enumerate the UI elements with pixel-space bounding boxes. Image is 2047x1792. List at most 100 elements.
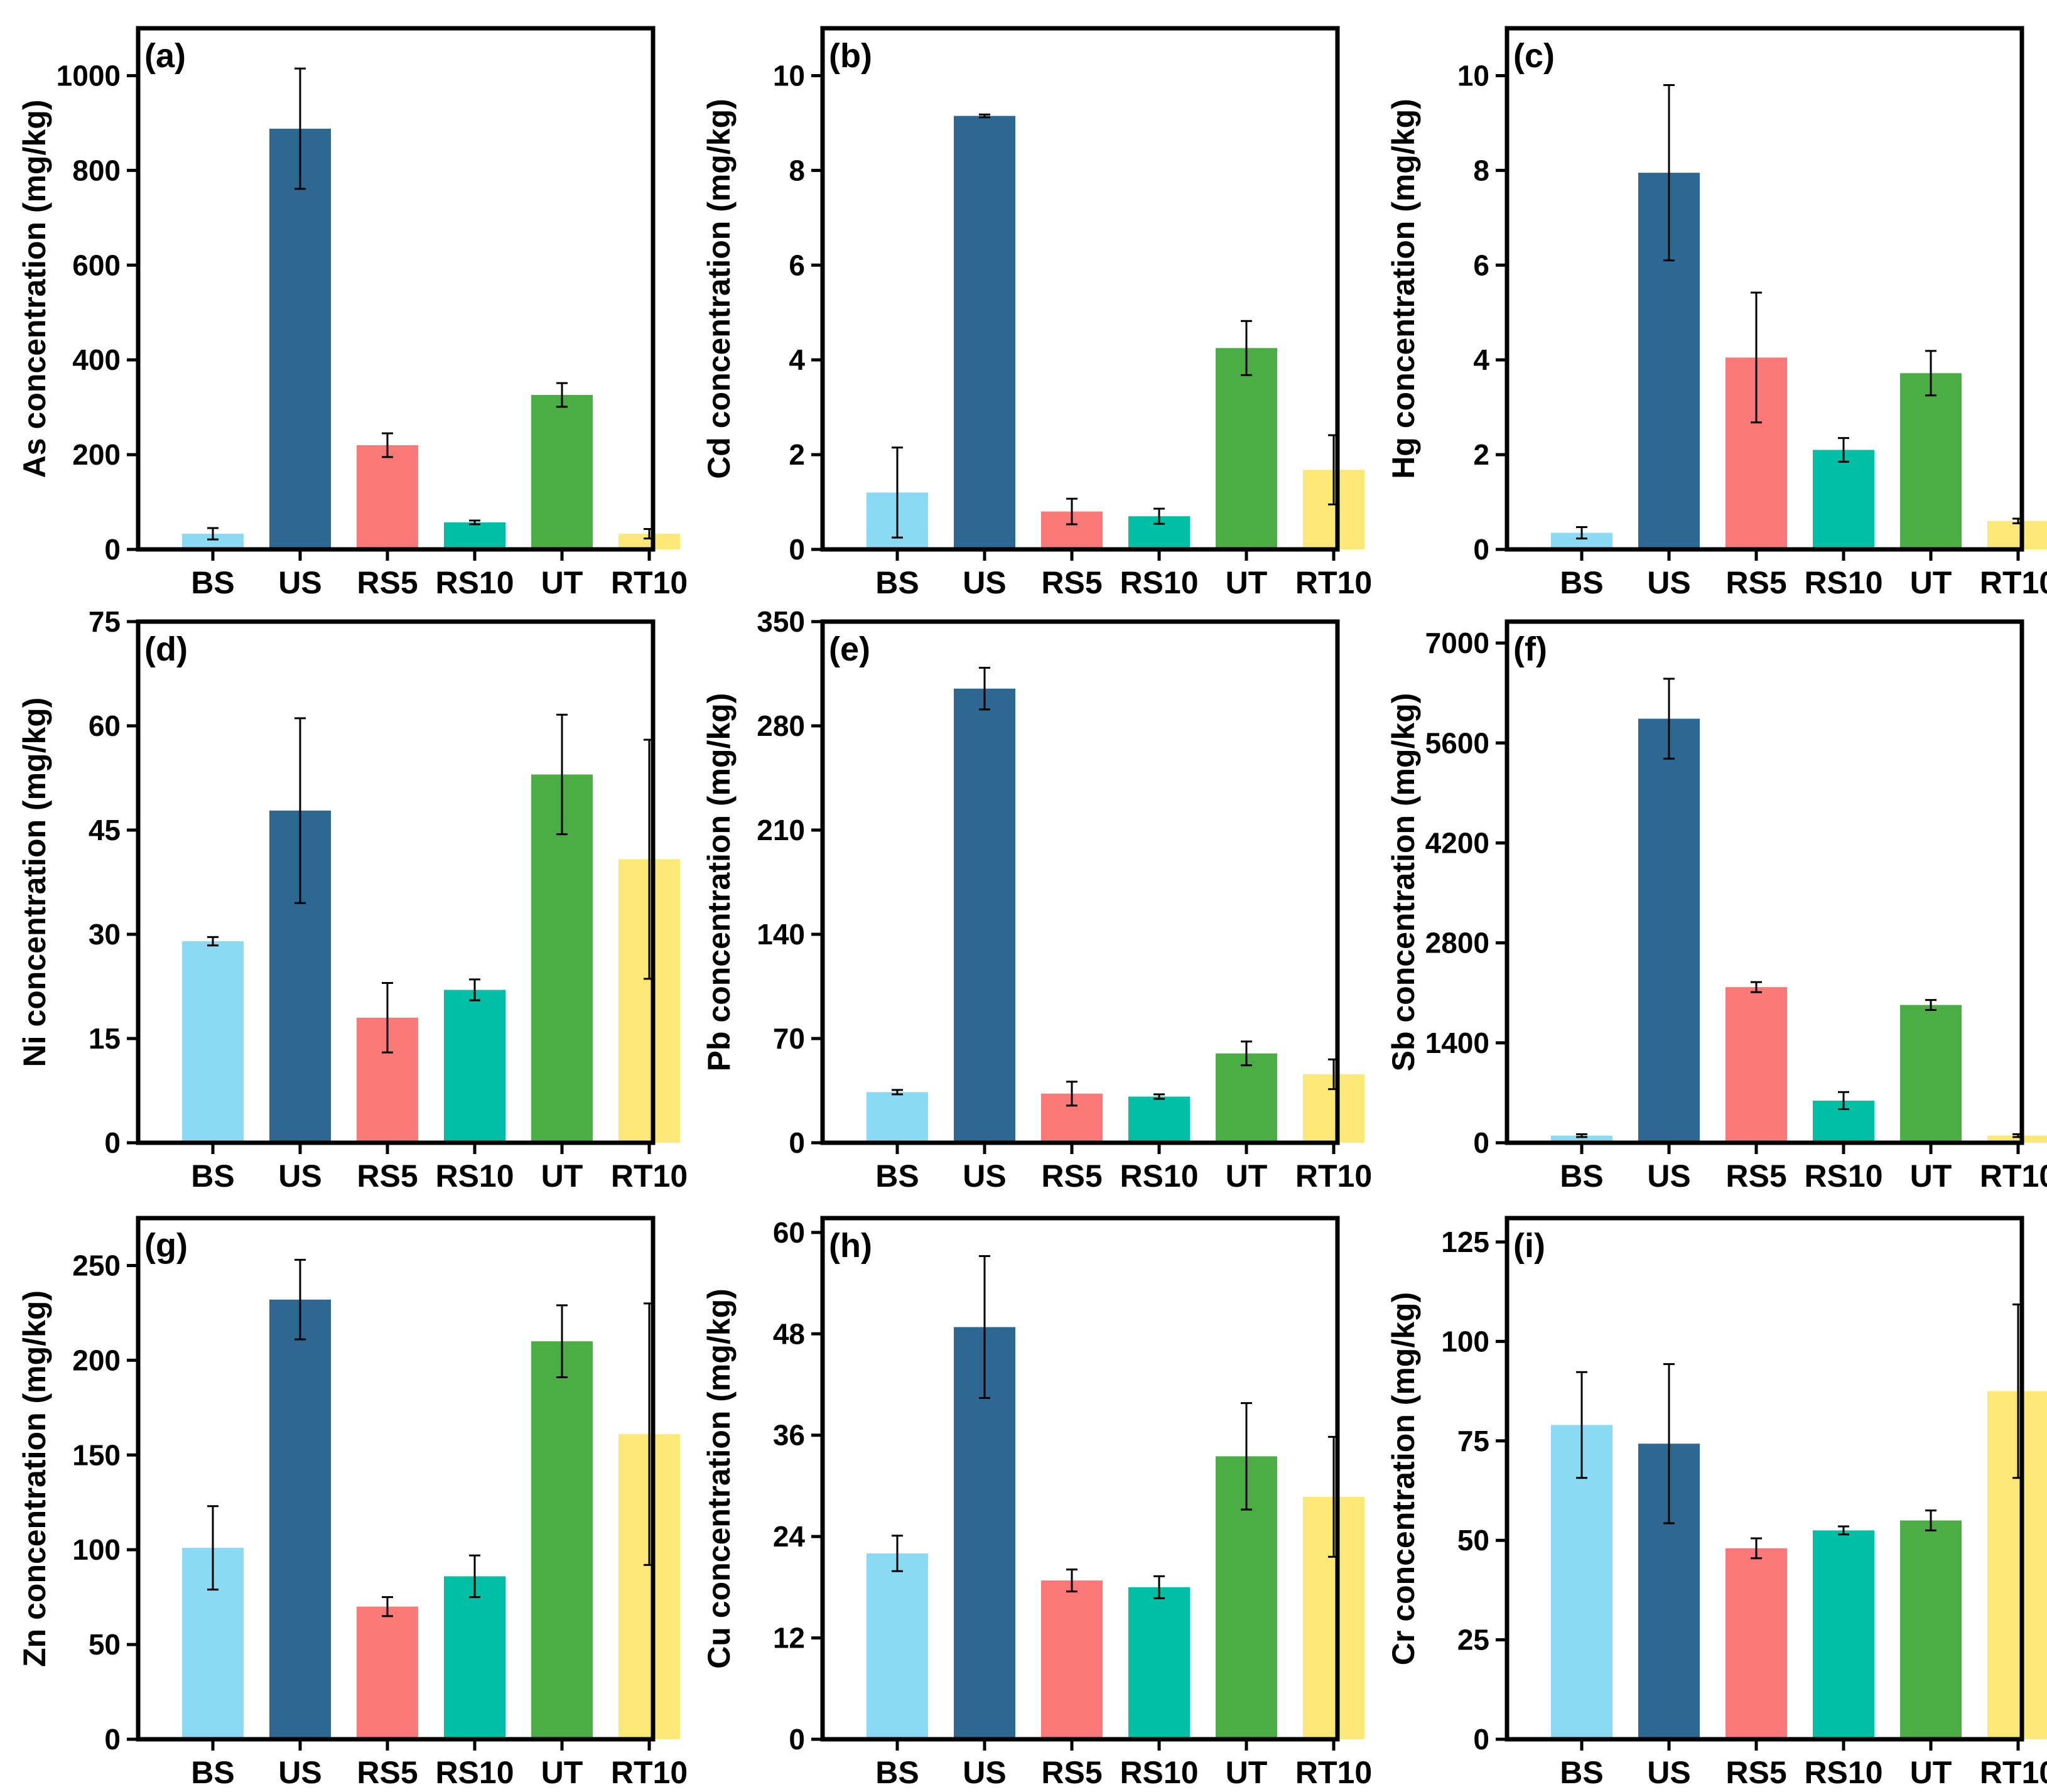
bar-rs10	[1128, 1587, 1190, 1739]
bar-rt10	[1987, 521, 2047, 549]
panel-label: (f)	[1513, 630, 1547, 668]
bar-rs5	[1041, 1580, 1103, 1739]
x-tick-label-rs5: RS5	[357, 565, 418, 600]
x-tick-label-bs: BS	[191, 1158, 234, 1194]
y-axis-title: Zn concentration (mg/kg)	[17, 1290, 52, 1667]
x-tick-label-rs5: RS5	[357, 1158, 418, 1194]
y-tick-label: 12	[773, 1622, 805, 1654]
plot-frame	[1504, 619, 2024, 1145]
bar-ut	[531, 395, 593, 549]
x-tick-label-rs10: RS10	[1804, 1158, 1882, 1194]
x-tick-label-us: US	[278, 1158, 321, 1194]
y-tick-label: 8	[789, 154, 805, 186]
bar-us	[954, 116, 1015, 549]
y-tick-label: 36	[773, 1419, 805, 1452]
error-bar-rs5	[1066, 497, 1078, 526]
x-tick-label-rt10: RT10	[611, 1755, 688, 1790]
error-bar-rs10	[469, 1554, 480, 1599]
x-tick-label-us: US	[1647, 565, 1690, 600]
y-axis-title: Cd concentration (mg/kg)	[701, 99, 737, 479]
x-tick-label-rs5: RS5	[1041, 1158, 1102, 1194]
y-tick-label: 200	[72, 1344, 121, 1376]
error-bar-us	[979, 113, 990, 119]
y-tick-label: 75	[89, 605, 121, 638]
y-tick-label: 100	[72, 1533, 121, 1566]
x-tick-label-rs10: RS10	[1120, 1755, 1198, 1790]
x-tick-label-us: US	[963, 565, 1006, 600]
error-bar-us	[294, 1258, 306, 1341]
bar-bs	[867, 1553, 928, 1739]
y-tick-label: 1400	[1425, 1027, 1489, 1059]
bar-rs10	[1128, 1096, 1190, 1143]
x-tick-label-bs: BS	[875, 565, 919, 600]
error-bar-bs	[892, 1535, 903, 1572]
y-tick-label: 0	[789, 1723, 805, 1756]
y-tick-label: 0	[789, 533, 805, 566]
x-tick-label-rs10: RS10	[1804, 565, 1882, 600]
y-tick-label: 0	[789, 1126, 805, 1159]
y-tick-label: 10	[773, 59, 805, 92]
error-bar-bs	[207, 1505, 219, 1591]
x-tick-label-bs: BS	[1560, 1158, 1603, 1194]
bar-ut	[1900, 1005, 1962, 1143]
x-tick-label-rt10: RT10	[611, 1158, 688, 1194]
y-axis-title: Ni concentration (mg/kg)	[17, 698, 52, 1067]
y-axis-title: Sb concentration (mg/kg)	[1386, 693, 1421, 1072]
y-tick-label: 50	[1457, 1524, 1489, 1557]
x-tick-label-rt10: RT10	[1980, 1755, 2047, 1790]
y-axis-title: As concentration (mg/kg)	[17, 100, 52, 478]
x-tick-label-rs5: RS5	[357, 1755, 418, 1790]
x-tick-label-rs10: RS10	[435, 565, 514, 600]
x-tick-label-rs10: RS10	[1120, 1158, 1198, 1194]
x-tick-label-rs10: RS10	[435, 1755, 514, 1790]
panel-label: (b)	[829, 37, 872, 75]
y-tick-label: 7000	[1425, 627, 1489, 659]
bar-rs10	[1813, 1530, 1874, 1739]
error-bar-rs5	[1751, 981, 1762, 993]
bar-rs10	[1813, 450, 1874, 549]
bar-rt10	[1987, 1135, 2047, 1143]
error-bar-ut	[1241, 320, 1252, 376]
x-tick-label-us: US	[963, 1755, 1006, 1790]
y-tick-label: 60	[89, 710, 121, 742]
panel-label: (e)	[829, 630, 870, 668]
error-bar-ut	[1241, 1040, 1252, 1067]
y-tick-label: 25	[1457, 1624, 1489, 1656]
x-tick-label-rs5: RS5	[1041, 1755, 1102, 1790]
y-tick-label: 30	[89, 918, 121, 951]
x-tick-label-bs: BS	[875, 1755, 919, 1790]
chart-panel-9: 0 25 50 75 100 125 BS US RS5 RS10 UT RT10 (i) Cr conc…	[1386, 1216, 2047, 1790]
x-tick-label-bs: BS	[875, 1158, 919, 1194]
x-tick-label-ut: UT	[1910, 1158, 1952, 1194]
error-bar-ut	[1241, 1402, 1252, 1511]
plot-frame	[820, 619, 1340, 1145]
y-tick-label: 0	[1473, 533, 1489, 566]
bar-ut	[1900, 373, 1962, 549]
x-tick-label-rt10: RT10	[611, 565, 688, 600]
y-tick-label: 10	[1457, 59, 1489, 92]
x-tick-label-ut: UT	[1226, 565, 1268, 600]
error-bar-rs5	[1751, 1537, 1762, 1560]
plot-frame	[1504, 1216, 2024, 1742]
plot-frame	[136, 619, 656, 1145]
x-tick-label-ut: UT	[541, 565, 583, 600]
bar-ut	[1216, 348, 1277, 549]
error-bar-us	[1663, 677, 1675, 760]
error-bar-bs	[207, 527, 219, 541]
plot-frame	[820, 1216, 1340, 1742]
y-tick-label: 70	[773, 1022, 805, 1055]
x-tick-label-ut: UT	[1910, 1755, 1952, 1790]
x-tick-label-bs: BS	[191, 1755, 234, 1790]
y-tick-label: 200	[72, 438, 121, 471]
y-tick-label: 1000	[57, 59, 121, 92]
bar-us	[954, 688, 1015, 1143]
y-tick-label: 280	[757, 710, 805, 742]
error-bar-rs10	[1153, 1093, 1165, 1100]
y-axis-title: Hg concentration (mg/kg)	[1386, 99, 1421, 479]
y-tick-label: 600	[72, 249, 121, 281]
x-tick-label-us: US	[963, 1158, 1006, 1194]
x-tick-label-rs5: RS5	[1726, 1755, 1786, 1790]
y-tick-label: 60	[773, 1216, 805, 1249]
bar-ut	[1216, 1053, 1277, 1143]
chart-panel-8: 0 12 24 36 48 60 BS US RS5 RS10 UT RT10 (h) Cu concen…	[701, 1216, 1372, 1790]
